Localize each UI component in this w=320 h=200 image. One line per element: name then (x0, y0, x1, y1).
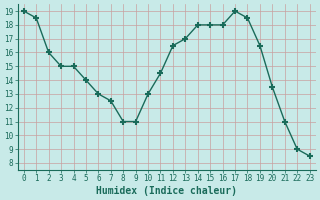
X-axis label: Humidex (Indice chaleur): Humidex (Indice chaleur) (96, 186, 237, 196)
